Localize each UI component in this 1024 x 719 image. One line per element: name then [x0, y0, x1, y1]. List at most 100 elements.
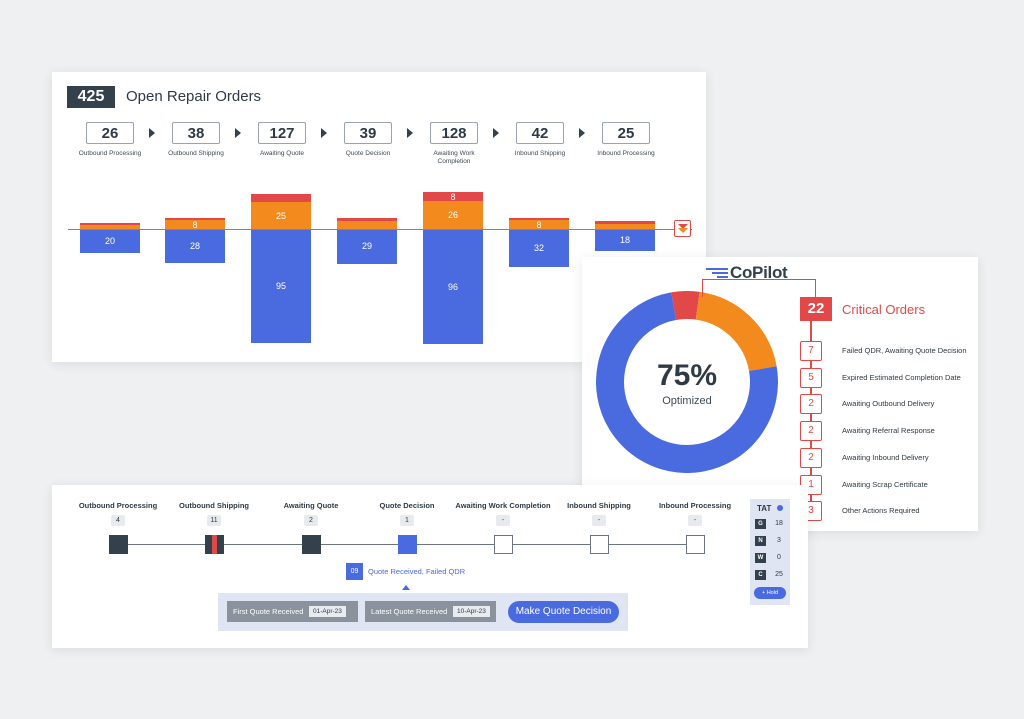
bar-orange-segment[interactable]: 25 — [251, 202, 311, 229]
bar-blue-segment[interactable]: 20 — [80, 229, 140, 253]
step-quote-decision[interactable]: 39 — [344, 122, 392, 144]
chart-baseline — [68, 229, 692, 230]
critical-order-item[interactable]: 1 Awaiting Scrap Certificate — [800, 474, 970, 495]
latest-quote-date: 10-Apr-23 — [453, 606, 490, 617]
critical-item-label: Failed QDR, Awaiting Quote Decision — [842, 346, 967, 355]
bar-red-segment[interactable] — [165, 218, 225, 221]
bar-blue-segment[interactable]: 29 — [337, 229, 397, 264]
critical-order-item[interactable]: 7 Failed QDR, Awaiting Quote Decision — [800, 341, 970, 361]
bar-blue-segment[interactable]: 95 — [251, 229, 311, 343]
bar-data-label: 95 — [275, 281, 286, 291]
timeline-stage-node[interactable] — [302, 535, 321, 554]
donut-blue-arc[interactable] — [596, 292, 778, 473]
tat-title: TAT — [757, 504, 772, 513]
copilot-logo: CoPilot — [706, 263, 788, 283]
step-label: Outbound Shipping — [168, 150, 224, 157]
bar-data-label: 8 — [192, 219, 198, 230]
timeline-stage-node[interactable] — [109, 535, 128, 554]
tat-value-n: 3 — [777, 537, 781, 544]
arrow-right-icon — [149, 128, 155, 138]
make-quote-decision-button[interactable]: Make Quote Decision — [508, 601, 619, 623]
bar-data-label: 29 — [361, 241, 372, 252]
critical-item-label: Awaiting Scrap Certificate — [842, 479, 928, 489]
timeline-stage-count: 4 — [111, 515, 125, 526]
critical-orders-title: Critical Orders — [842, 302, 926, 317]
tat-value-g: 18 — [775, 520, 783, 527]
step-label: Quote Decision — [345, 150, 391, 157]
bar-red-segment[interactable] — [595, 221, 655, 224]
bar-red-segment[interactable]: 8 — [423, 191, 483, 202]
timeline-stage-label: Quote Decision — [379, 501, 435, 510]
bar-blue-segment[interactable]: 96 — [423, 229, 483, 345]
bar-blue-segment[interactable]: 18 — [595, 229, 655, 251]
connector-line — [702, 279, 816, 297]
critical-orders-count[interactable]: 22 — [800, 297, 832, 321]
timeline-stage-node[interactable] — [398, 535, 417, 554]
critical-order-item[interactable]: 2 Awaiting Inbound Delivery — [800, 447, 970, 468]
bar-blue-segment[interactable]: 32 — [509, 229, 569, 268]
bar-orange-segment[interactable]: 8 — [165, 219, 225, 230]
critical-order-item[interactable]: 5 Expired Estimated Completion Date — [800, 367, 970, 388]
bar-orange-segment[interactable] — [337, 221, 397, 229]
donut-svg — [596, 291, 778, 473]
arrow-right-icon — [407, 128, 413, 138]
optimized-donut-chart: 75% Optimized — [596, 291, 778, 473]
step-outbound-processing[interactable]: 26 — [86, 122, 134, 144]
expand-chevron-icon[interactable] — [674, 220, 691, 237]
critical-order-item[interactable]: 2 Awaiting Referral Response — [800, 421, 970, 442]
latest-quote-label: Latest Quote Received — [371, 607, 448, 616]
critical-item-count: 5 — [800, 367, 822, 388]
tat-value-w: 0 — [777, 554, 781, 561]
step-awaiting-quote[interactable]: 127 — [258, 122, 306, 144]
critical-list-line — [810, 321, 812, 517]
bar-red-segment[interactable] — [251, 194, 311, 202]
timeline-stage-count: - — [592, 515, 606, 526]
critical-item-label: Awaiting Inbound Delivery — [842, 452, 929, 462]
bar-red-segment[interactable] — [80, 222, 140, 225]
bar-orange-segment[interactable]: 26 — [423, 200, 483, 229]
timeline-stage-count: - — [688, 515, 702, 526]
bar-orange-segment[interactable] — [595, 223, 655, 229]
optimized-percent: 75% — [656, 359, 718, 392]
status-text: Quote Received, Failed QDR — [363, 563, 471, 580]
bar-data-label: 32 — [533, 243, 544, 254]
optimized-label: Optimized — [662, 395, 712, 407]
bar-blue-segment[interactable]: 28 — [165, 229, 225, 263]
bar-data-label: 8 — [450, 191, 456, 202]
donut-orange-arc[interactable] — [695, 291, 777, 372]
critical-item-count: 2 — [800, 394, 822, 415]
bar-data-label: 25 — [275, 210, 286, 221]
timeline-stage-node[interactable] — [590, 535, 609, 554]
critical-order-item[interactable]: 2 Awaiting Outbound Delivery — [800, 394, 970, 415]
step-outbound-shipping[interactable]: 38 — [172, 122, 220, 144]
critical-order-item[interactable]: 3 Other Actions Required — [800, 501, 970, 522]
timeline-stage-node[interactable] — [686, 535, 705, 554]
bar-data-label: 96 — [447, 281, 458, 292]
info-icon[interactable] — [777, 505, 783, 511]
critical-item-label: Other Actions Required — [842, 506, 920, 516]
bar-red-segment[interactable] — [509, 218, 569, 221]
bar-orange-segment[interactable]: 8 — [509, 219, 569, 230]
timeline-stage-count: 2 — [304, 515, 318, 526]
critical-item-count: 7 — [800, 341, 822, 361]
tat-key-g: G — [755, 519, 766, 529]
timeline-stage-label: Awaiting Quote — [283, 501, 339, 510]
timeline-stage-node[interactable] — [205, 535, 224, 554]
step-inbound-processing[interactable]: 25 — [602, 122, 650, 144]
timeline-stage-label: Inbound Processing — [658, 501, 732, 510]
hold-button[interactable]: + Hold — [754, 587, 786, 599]
step-awaiting-work-completion[interactable]: 128 — [430, 122, 478, 144]
donut-red-arc[interactable] — [671, 291, 700, 321]
step-label: Awaiting Work Completion — [433, 150, 475, 165]
bar-data-label: 8 — [536, 219, 542, 230]
total-orders-badge: 425 — [67, 86, 115, 108]
step-label: Inbound Processing — [597, 150, 655, 157]
timeline-stage-node[interactable] — [494, 535, 513, 554]
bar-orange-segment[interactable] — [80, 224, 140, 229]
critical-item-label: Awaiting Outbound Delivery — [842, 399, 935, 409]
step-inbound-shipping[interactable]: 42 — [516, 122, 564, 144]
status-indicator: 09 Quote Received, Failed QDR — [346, 563, 471, 580]
status-code: 09 — [346, 563, 363, 580]
tat-key-n: N — [755, 536, 766, 546]
bar-red-segment[interactable] — [337, 218, 397, 222]
